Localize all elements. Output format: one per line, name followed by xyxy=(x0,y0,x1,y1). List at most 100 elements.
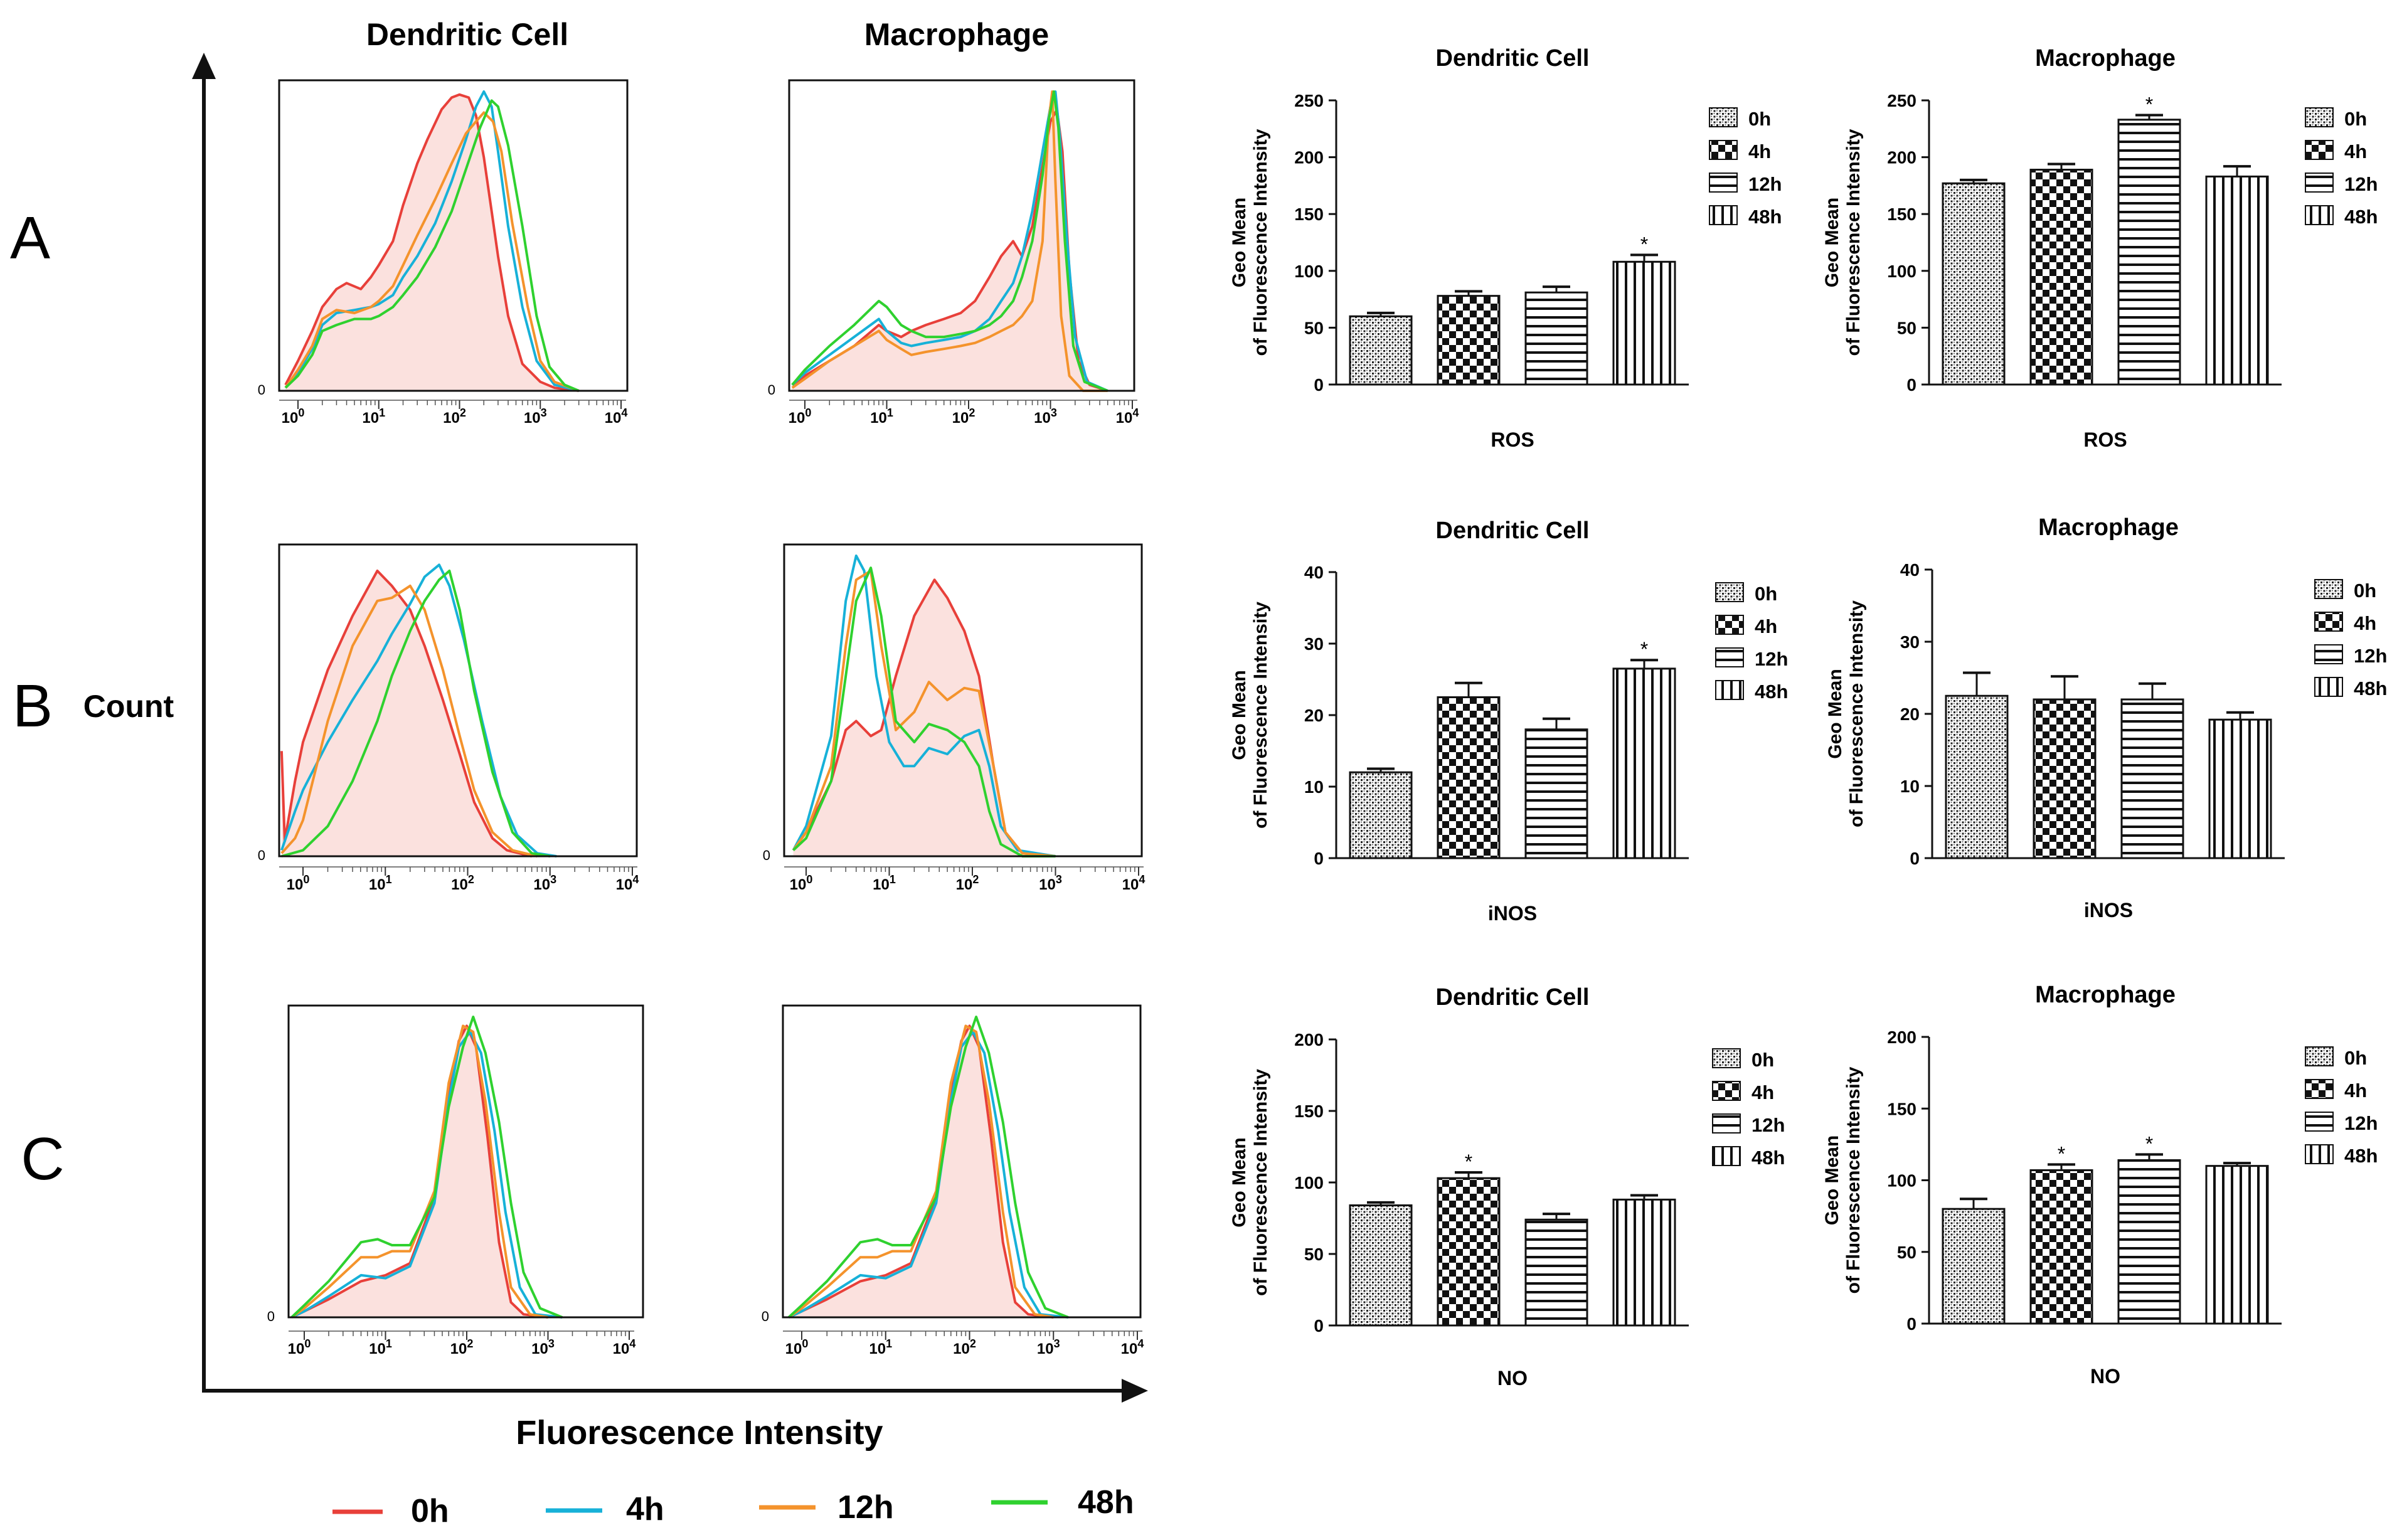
histogram-tick-label: 101 xyxy=(362,406,385,427)
bar-chart-y-tick-label: 250 xyxy=(1294,91,1324,110)
bar-legend-swatch-4h xyxy=(1712,1081,1741,1101)
tick-base: 10 xyxy=(789,410,805,427)
tick-exponent: 0 xyxy=(806,873,812,886)
bar-chart-y-tick-label: 40 xyxy=(1304,563,1324,582)
tick-exponent: 4 xyxy=(629,1337,635,1350)
color-legend: 0h 4h 12h 48h xyxy=(332,1484,1134,1529)
bar-chart-no-macrophage: Macrophage 0 50 100 150 200 Geo Meanof Fluores… xyxy=(1822,982,2378,1388)
histogram-tick-label: 100 xyxy=(789,406,812,427)
bar-chart-panels: Dendritic Cell 0 50 100 150 200 250 Geo Meanof … xyxy=(1229,45,2387,1389)
histogram-x-axis: 100 101 102 103 104 xyxy=(783,1330,1144,1357)
bar-12h xyxy=(2117,1159,2181,1325)
bar-chart-no-dendritic: Dendritic Cell 0 50 100 150 200 Geo Meanof Flu… xyxy=(1229,984,1785,1389)
bar-chart-y-label: Geo Meanof Fluorescence Intensity xyxy=(1822,129,1864,356)
tick-exponent: 1 xyxy=(386,1337,392,1350)
histogram-line-0h xyxy=(284,93,579,392)
histogram-tick-label: 103 xyxy=(1034,406,1057,427)
bar-chart-legend: 0h 4h 12h 48h xyxy=(1709,107,1782,228)
bar-chart-y-tick-label: 0 xyxy=(1906,375,1916,395)
histogram-tick-label: 104 xyxy=(1121,1337,1144,1357)
bar-chart-y-tick-label: 50 xyxy=(1897,318,1916,337)
tick-base: 10 xyxy=(450,1341,467,1357)
bar-4h xyxy=(1437,295,1501,386)
tick-exponent: 3 xyxy=(550,873,556,886)
bar-48h xyxy=(2208,718,2272,859)
tick-base: 10 xyxy=(1116,410,1133,427)
histogram-line-12h xyxy=(792,570,1056,858)
significance-star-12h: * xyxy=(2145,1132,2153,1155)
tick-base: 10 xyxy=(869,1341,886,1357)
bar-chart-category-label: iNOS xyxy=(1488,902,1537,925)
bar-chart-title: Macrophage xyxy=(2038,514,2179,541)
bar-12h xyxy=(1524,1218,1588,1327)
bar-legend-swatch-4h xyxy=(2314,612,2343,632)
tick-exponent: 0 xyxy=(304,1337,311,1350)
tick-base: 10 xyxy=(953,1341,970,1357)
bar-0h xyxy=(1349,315,1413,386)
bar-chart-y-tick-label: 150 xyxy=(1887,1099,1916,1118)
tick-base: 10 xyxy=(369,1341,386,1357)
tick-base: 10 xyxy=(613,1341,630,1357)
bar-legend-swatch-48h xyxy=(1715,680,1744,700)
bar-legend-label-48h: 48h xyxy=(2344,1145,2378,1167)
tick-exponent: 1 xyxy=(386,873,392,886)
x-axis-label-fluorescence: Fluorescence Intensity xyxy=(516,1414,883,1452)
tick-base: 10 xyxy=(369,876,386,893)
bar-legend-label-12h: 12h xyxy=(2354,645,2387,667)
histogram-line-48h xyxy=(787,1016,1069,1319)
histogram-tick-label: 100 xyxy=(287,873,310,893)
bar-legend-swatch-12h xyxy=(2314,644,2343,664)
histogram-line-0h xyxy=(791,108,1108,392)
bar-chart-ros-macrophage: Macrophage 0 50 100 150 200 250 Geo Meanof Fluo… xyxy=(1822,45,2378,451)
tick-exponent: 4 xyxy=(632,873,639,886)
bar-legend-swatch-12h xyxy=(2305,1112,2334,1132)
bar-chart-y-tick-label: 100 xyxy=(1294,1173,1324,1192)
tick-base: 10 xyxy=(605,410,622,427)
bar-legend-label-12h: 12h xyxy=(1748,173,1782,195)
bar-chart-category-label: ROS xyxy=(2083,428,2127,451)
histogram-x-axis: 100 101 102 103 104 xyxy=(784,866,1145,893)
tick-base: 10 xyxy=(531,1341,548,1357)
histogram-line-48h xyxy=(791,90,1108,392)
bar-48h xyxy=(1612,260,1676,386)
bar-chart-category-label: NO xyxy=(2090,1365,2120,1388)
histogram-tick-label: 101 xyxy=(870,406,893,427)
histogram-tick-label: 104 xyxy=(605,406,628,427)
bar-0h xyxy=(1942,1208,2006,1325)
legend-label-0h: 0h xyxy=(411,1493,449,1529)
histogram-frame xyxy=(783,543,1143,858)
bar-legend-label-48h: 48h xyxy=(1748,206,1782,228)
histogram-zero-label: 0 xyxy=(768,382,775,398)
histogram-tick-label: 101 xyxy=(369,1337,392,1357)
bar-12h xyxy=(1524,291,1588,386)
tick-base: 10 xyxy=(533,876,550,893)
bar-legend-label-0h: 0h xyxy=(2344,1047,2367,1069)
histogram-tick-label: 102 xyxy=(443,406,466,427)
bar-chart-y-label: Geo Meanof Fluorescence Intensity xyxy=(1229,129,1271,356)
y-axis-label-count: Count xyxy=(83,689,174,724)
bar-48h xyxy=(2205,1165,2269,1325)
y-label-line-2: of Fluorescence Intensity xyxy=(1250,1069,1271,1296)
histogram-tick-label: 103 xyxy=(533,873,556,893)
bar-chart-y-tick-label: 200 xyxy=(1887,148,1916,167)
bar-chart-title: Dendritic Cell xyxy=(1436,45,1590,72)
bar-legend-swatch-0h xyxy=(2305,1046,2334,1066)
bar-legend-label-48h: 48h xyxy=(1755,681,1788,703)
bar-legend-label-4h: 4h xyxy=(2354,612,2376,634)
histogram-fill-0h xyxy=(291,1026,548,1317)
tick-exponent: 1 xyxy=(886,1337,892,1350)
tick-exponent: 0 xyxy=(805,406,811,419)
histogram-x-axis: 100 101 102 103 104 xyxy=(279,866,639,893)
tick-exponent: 0 xyxy=(802,1337,808,1350)
bar-chart-y-tick-label: 30 xyxy=(1900,632,1920,652)
bar-chart-y-tick-label: 0 xyxy=(1314,1316,1324,1336)
histogram-tick-label: 103 xyxy=(531,1337,555,1357)
bar-chart-y-tick-label: 50 xyxy=(1304,318,1324,337)
histogram-tick-label: 102 xyxy=(450,1337,474,1357)
tick-base: 10 xyxy=(1034,410,1051,427)
bar-chart-y-tick-label: 0 xyxy=(1906,1314,1916,1334)
histogram-tick-label: 102 xyxy=(451,873,474,893)
bar-chart-y-tick-label: 200 xyxy=(1887,1028,1916,1047)
histogram-line-12h xyxy=(284,111,580,392)
